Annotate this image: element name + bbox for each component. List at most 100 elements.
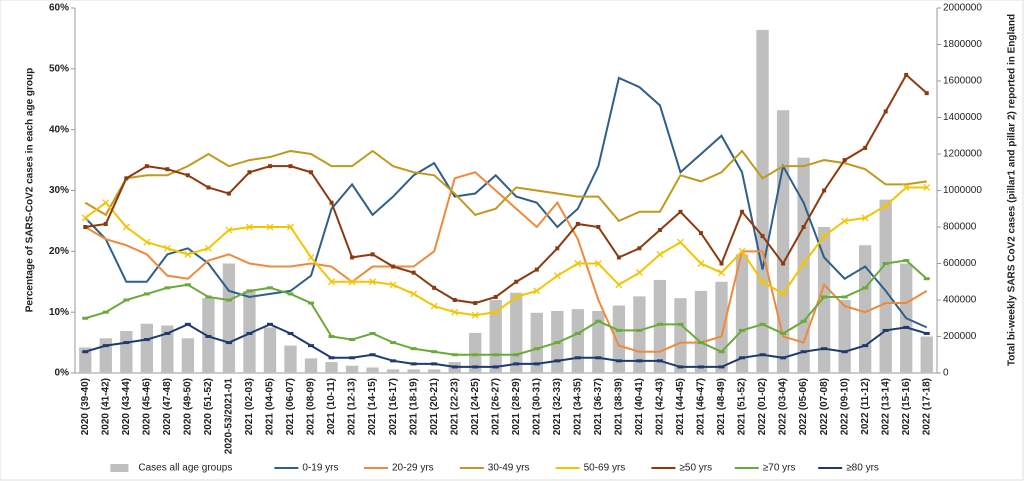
marker [718,365,725,369]
x-tick-label: 2021 (44-45) [675,378,686,435]
marker [513,353,520,357]
marker [595,319,602,323]
line [84,76,928,329]
marker [102,344,109,348]
marker [759,278,767,286]
y-tick-label: 40% [49,124,69,135]
marker [287,331,294,335]
marker [739,328,746,332]
marker [266,286,273,290]
marker [308,301,315,305]
x-tick-label: 2021 (46-47) [696,378,707,435]
y-tick-label: 20% [49,246,69,257]
y-tick-label: 30% [49,185,69,196]
bar [612,305,626,373]
marker [225,341,232,345]
bar [530,312,543,373]
bar [222,263,236,373]
marker [143,292,150,296]
x-tick-label: 2021 (32-33) [552,378,563,435]
bar [694,290,708,373]
x-tick-label: 2021 (06-07) [285,378,296,435]
marker [309,170,314,175]
bar [304,358,318,373]
marker [410,347,417,351]
marker [923,183,931,191]
marker [800,260,808,267]
marker [492,353,499,357]
marker [226,191,231,196]
marker [820,232,828,240]
marker [288,164,293,169]
bar [571,309,584,373]
marker [266,223,274,231]
marker [801,225,806,229]
marker [615,328,622,332]
marker [678,209,683,214]
marker [923,331,930,335]
marker [882,262,889,265]
marker [389,281,397,289]
marker [740,209,745,214]
marker [471,311,479,319]
marker [760,234,765,239]
marker [882,328,889,332]
y2-tick-label: 0 [943,368,949,379]
marker [656,322,663,326]
marker [575,221,580,226]
bar [776,110,790,373]
marker [432,285,437,290]
marker [369,331,376,335]
x-tick-label: 2021 (04-05) [265,378,276,435]
marker [596,225,601,229]
x-tick-label: 2022 (15-16) [901,378,912,435]
bar [284,345,297,373]
marker [165,167,170,172]
bar [838,300,851,373]
marker [781,261,786,266]
x-tick-label: 2022 (17-18) [921,378,932,435]
marker [902,183,910,191]
x-tick-label: 2022 (13-14) [880,378,891,435]
marker [842,158,847,163]
marker [473,301,478,306]
x-tick-label: 2021 (30-31) [531,378,542,435]
marker [451,353,458,357]
marker [554,341,561,345]
marker [124,176,129,181]
x-tick-label: 2022 (11-12) [860,378,871,435]
marker [534,267,539,272]
marker [800,319,807,323]
marker [390,359,397,363]
y2-tick-label: 1000000 [943,185,982,196]
marker [759,322,766,326]
x-tick-label: 2021 (16-17) [388,378,399,435]
x-tick-label: 2021 (28-29) [511,378,522,435]
marker [206,185,211,190]
marker [861,214,869,222]
bar [920,336,933,373]
marker [287,223,294,231]
line [84,259,928,356]
marker [533,347,540,351]
x-tick-label: 2021 (38-39) [614,378,625,435]
marker [431,350,438,354]
marker [329,200,334,205]
marker [350,255,355,260]
marker [267,164,272,169]
bar [243,290,256,373]
x-tick-label: 2021 (34-35) [572,378,583,435]
marker [656,359,663,363]
marker [492,365,499,369]
y2-tick-label: 1200000 [943,149,982,160]
marker [102,199,110,207]
marker [430,302,438,310]
bar [181,338,195,373]
marker [513,362,520,366]
y2-tick-label: 1600000 [943,76,982,87]
marker [247,170,252,175]
bar [407,369,420,373]
marker [245,223,253,231]
marker [184,283,191,287]
